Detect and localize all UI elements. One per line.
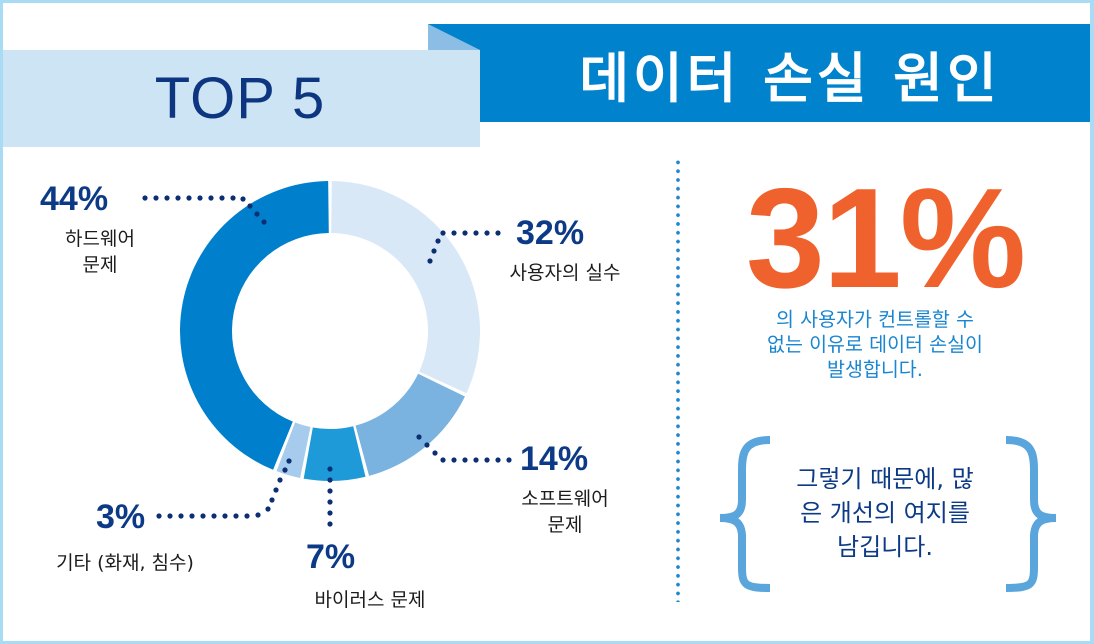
callout-other-label: 기타 (화재, 침수)	[56, 552, 194, 574]
left-brace-icon	[719, 436, 771, 592]
stat-desc-line1: 의 사용자가 컨트롤할 수	[776, 308, 974, 331]
callout-software-label: 소프트웨어 문제	[500, 486, 630, 538]
dotted-divider	[676, 158, 680, 602]
page-title: 데이터 손실 원인	[579, 46, 1001, 110]
stat-value: 31%	[745, 159, 1026, 318]
header-banner	[428, 24, 1094, 122]
leader-line-hardware	[142, 195, 267, 225]
donut-segment	[355, 373, 465, 476]
callout-hardware-line1: 하드웨어	[65, 228, 135, 250]
leader-line-virus	[327, 466, 333, 527]
conclusion-line3: 남깁니다.	[837, 533, 933, 561]
callout-hardware-label: 하드웨어 문제	[40, 226, 160, 278]
callout-user-error-percent: 32%	[516, 214, 585, 252]
conclusion-text: 그렇기 때문에, 많 은 개선의 여지를 남깁니다.	[760, 462, 1010, 564]
donut-segment	[180, 181, 329, 470]
callout-virus-label: 바이러스 문제	[314, 589, 426, 611]
callout-software-percent: 14%	[520, 440, 589, 478]
stat-desc-line3: 발생합니다.	[827, 358, 923, 381]
callout-hardware-percent: 44%	[40, 180, 109, 218]
leader-lines	[142, 195, 512, 527]
callout-software-line1: 소프트웨어	[521, 488, 609, 510]
donut-segment	[276, 422, 311, 478]
conclusion-line2: 은 개선의 여지를	[800, 499, 970, 527]
callout-virus-percent: 7%	[306, 538, 356, 576]
callout-software-line2: 문제	[547, 514, 583, 536]
callout-other-percent: 3%	[96, 498, 146, 536]
top5-banner	[0, 50, 480, 147]
top5-title: TOP 5	[154, 66, 326, 131]
leader-line-software	[416, 434, 512, 463]
right-brace-icon	[1005, 436, 1057, 592]
stat-desc-line2: 없는 이유로 데이터 손실이	[767, 333, 983, 356]
leader-line-user-error	[427, 230, 501, 264]
donut-segment	[303, 426, 366, 482]
leader-line-other	[156, 458, 292, 519]
stat-description: 의 사용자가 컨트롤할 수 없는 이유로 데이터 손실이 발생합니다.	[715, 307, 1035, 382]
conclusion-line1: 그렇기 때문에, 많	[796, 465, 974, 493]
callout-hardware-line2: 문제	[82, 254, 118, 276]
callout-user-error-label: 사용자의 실수	[509, 262, 621, 284]
